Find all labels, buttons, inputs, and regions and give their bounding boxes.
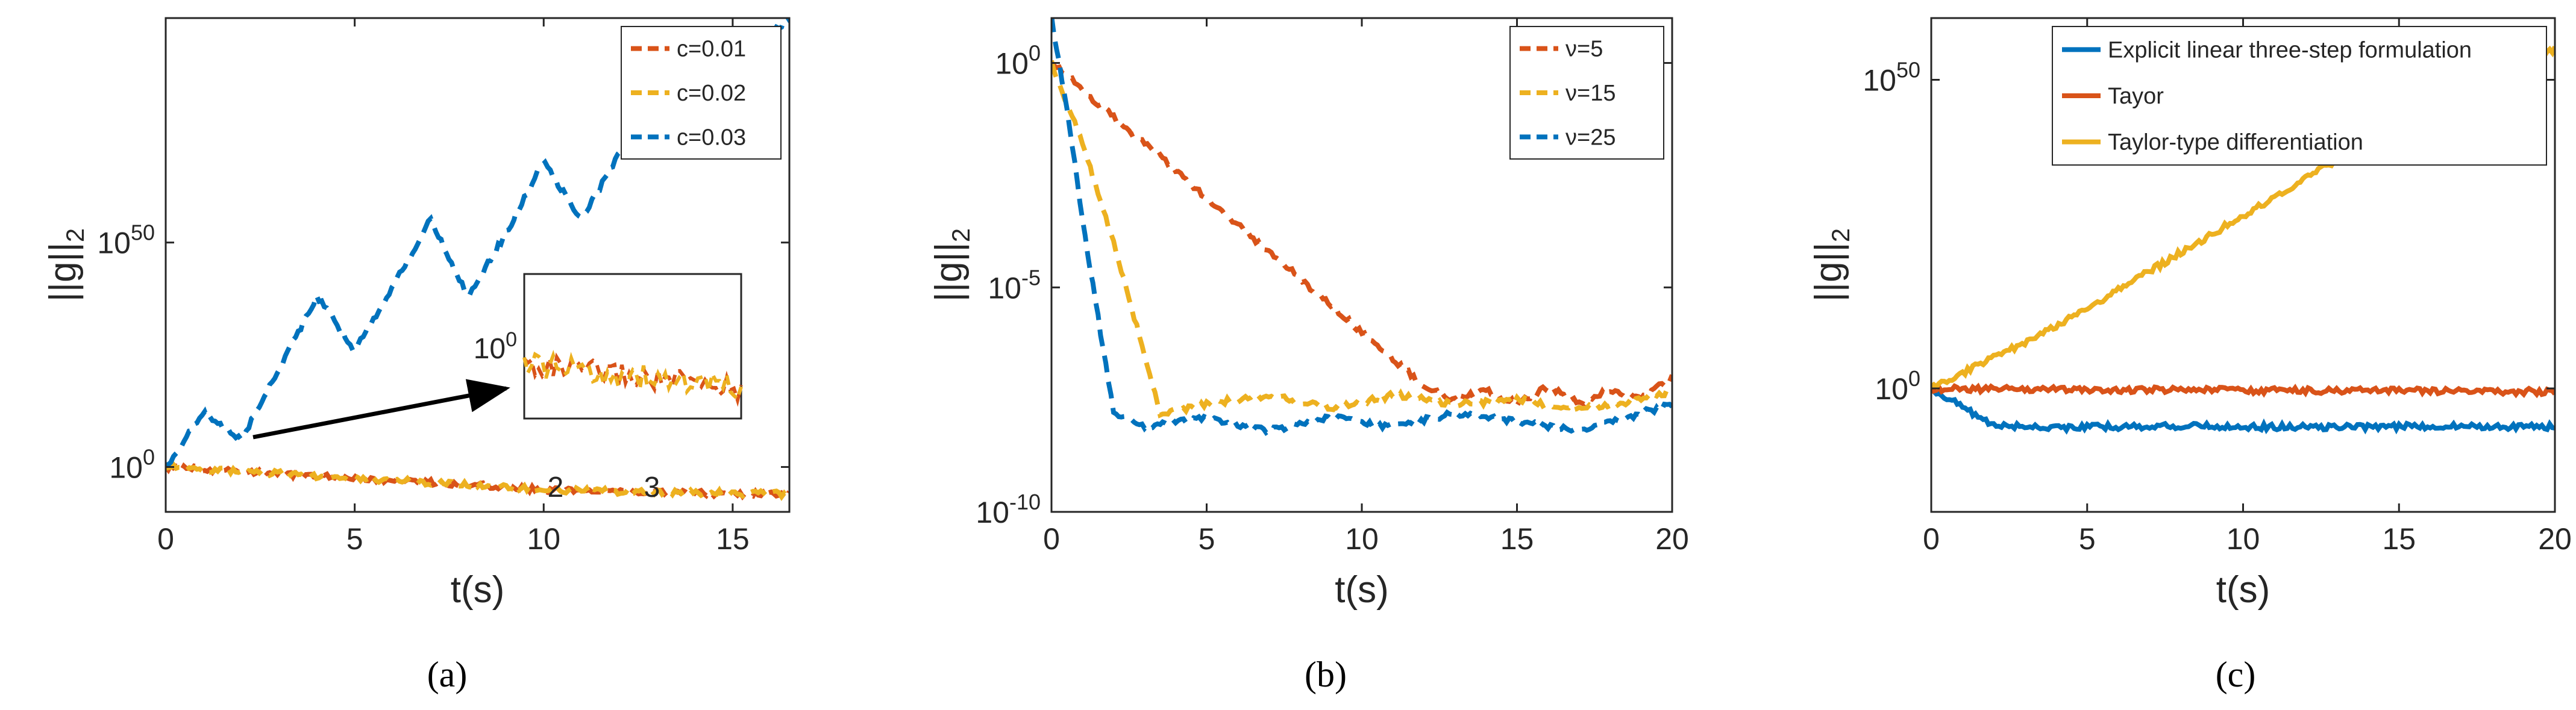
xtick-label-b-0: 0	[1043, 522, 1060, 556]
xtick-label-c-1: 5	[2079, 522, 2096, 556]
series-line-b-1	[1051, 60, 1672, 419]
series-line-c-1	[1931, 382, 2555, 399]
axes-box-a	[165, 17, 791, 513]
ytick-label-a-1: 1050	[97, 220, 155, 260]
xtick-label-b-2: 10	[1345, 522, 1379, 556]
series-group-b	[1051, 18, 1672, 436]
legend-b: ν=5 ν=15 ν=25	[1509, 26, 1664, 160]
inset-a: 100 2 3	[252, 273, 743, 503]
ytick-label-b-1: 10-5	[988, 265, 1041, 305]
xtick-label-a-0: 0	[157, 522, 174, 556]
caption-b: (b)	[1305, 655, 1347, 694]
ytick-label-b-2: 10-10	[976, 490, 1041, 529]
inset-xtick-label-1: 3	[644, 472, 660, 503]
legend-a: c=0.01 c=0.02 c=0.03	[621, 26, 782, 160]
axes-a: 0 5 10 15 100 1050 t(s) ||g||2	[42, 17, 791, 611]
xtick-label-c-3: 15	[2382, 522, 2416, 556]
xlabel-b: t(s)	[1335, 569, 1389, 611]
plot-area-b	[1051, 18, 1672, 436]
ytick-label-b-0: 100	[995, 41, 1041, 81]
xtick-label-c-0: 0	[1923, 522, 1940, 556]
legend-label-c-2: Taylor-type differentiation	[2108, 130, 2363, 155]
ylabel-c: ||g||2	[1808, 228, 1855, 302]
xtick-label-b-3: 15	[1500, 522, 1534, 556]
inset-series-1	[522, 349, 743, 402]
legend-label-a-0: c=0.01	[677, 37, 746, 62]
legend-label-b-1: ν=15	[1565, 81, 1615, 106]
series-line-a-2	[166, 18, 789, 467]
xtick-label-b-1: 5	[1199, 522, 1215, 556]
ylabel-a: ||g||2	[42, 228, 89, 302]
legend-label-a-1: c=0.02	[677, 81, 746, 106]
xlabel-a: t(s)	[451, 569, 505, 611]
legend-c: Explicit linear three-step formulation Ta…	[2052, 26, 2547, 166]
ytick-label-c-0: 100	[1875, 366, 1920, 406]
legend-label-c-0: Explicit linear three-step formulation	[2108, 37, 2472, 63]
legend-label-c-1: Tayor	[2108, 84, 2164, 109]
series-group-a	[166, 18, 789, 502]
xlabel-c: t(s)	[2216, 569, 2270, 611]
xtick-label-a-3: 15	[716, 522, 750, 556]
inset-arrow	[252, 379, 510, 440]
legend-box-c	[2052, 26, 2547, 166]
axes-c: 0 5 10 15 20 100 1050 t(s) ||g||2	[1808, 17, 2572, 611]
legend-label-a-2: c=0.03	[677, 125, 746, 150]
plot-area-a	[166, 18, 789, 502]
series-line-b-0	[1051, 62, 1672, 408]
series-line-b-2	[1051, 18, 1672, 436]
ytick-label-a-0: 100	[109, 444, 155, 484]
xtick-label-a-1: 5	[346, 522, 363, 556]
panel-c: 0 5 10 15 20 100 1050 t(s) ||g||2 Explicit linea…	[1808, 17, 2572, 694]
xtick-label-a-2: 10	[527, 522, 560, 556]
series-line-c-0	[1931, 385, 2555, 435]
xtick-label-c-4: 20	[2538, 522, 2572, 556]
caption-a: (a)	[427, 655, 468, 694]
caption-c: (c)	[2216, 655, 2256, 694]
xtick-label-b-4: 20	[1655, 522, 1689, 556]
axes-b: 0 5 10 15 20 100 10-5 10-10 t(s) ||g||2	[928, 17, 1689, 611]
legend-label-b-2: ν=25	[1565, 125, 1615, 150]
ytick-label-c-1: 1050	[1863, 58, 1920, 98]
ylabel-b: ||g||2	[928, 228, 975, 302]
legend-label-b-0: ν=5	[1565, 37, 1603, 62]
series-line-a-1	[166, 461, 789, 502]
inset-box	[523, 273, 742, 420]
xtick-label-c-2: 10	[2227, 522, 2260, 556]
inset-xtick-label-0: 2	[548, 472, 564, 503]
legend-box-b	[1509, 26, 1664, 160]
inset-ytick-label: 100	[474, 328, 517, 365]
